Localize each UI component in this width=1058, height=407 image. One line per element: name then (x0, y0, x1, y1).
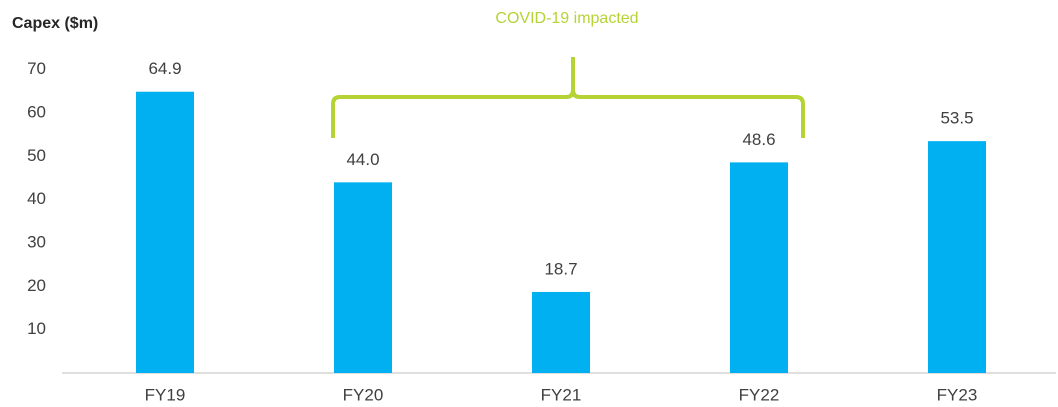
chart-title: Capex ($m) (12, 15, 98, 32)
value-label: 44.0 (346, 150, 379, 169)
bar (928, 141, 986, 373)
x-tick-label: FY20 (343, 385, 384, 404)
y-tick-label: 10 (27, 319, 46, 338)
y-tick-label: 40 (27, 189, 46, 208)
y-tick-label: 30 (27, 232, 46, 251)
x-tick-label: FY19 (145, 385, 186, 404)
value-label: 53.5 (940, 109, 973, 128)
y-tick-label: 60 (27, 102, 46, 121)
bar (136, 91, 194, 373)
x-tick-label: FY21 (541, 385, 582, 404)
bar (334, 182, 392, 373)
y-tick-label: 20 (27, 276, 46, 295)
bar (730, 162, 788, 373)
bar (532, 291, 590, 373)
x-tick-label: FY22 (739, 385, 780, 404)
y-tick-label: 50 (27, 146, 46, 165)
brace (331, 57, 805, 138)
y-tick-label: 70 (27, 59, 46, 78)
annotation: COVID-19 impacted (495, 10, 638, 27)
value-label: 64.9 (148, 59, 181, 78)
value-label: 48.6 (742, 130, 775, 149)
value-label: 18.7 (544, 259, 577, 278)
x-tick-label: FY23 (937, 385, 978, 404)
